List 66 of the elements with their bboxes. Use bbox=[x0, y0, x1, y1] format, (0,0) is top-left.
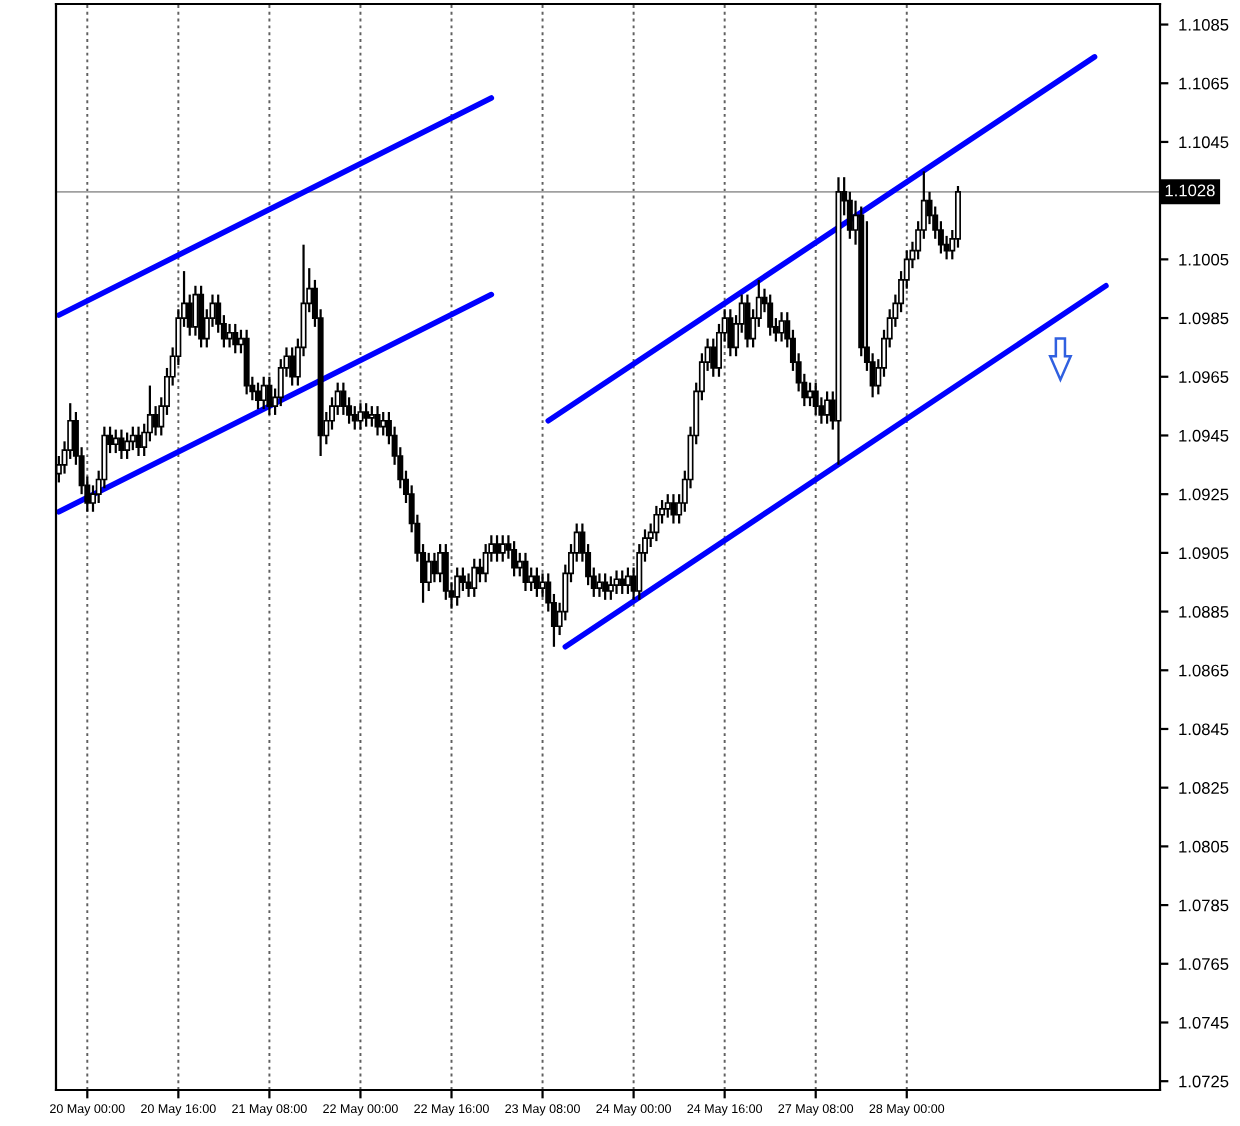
candlestick bbox=[255, 381, 262, 411]
candlestick bbox=[533, 566, 540, 599]
candlestick bbox=[511, 540, 518, 578]
candlestick bbox=[619, 569, 626, 596]
y-tick-label: 1.0805 bbox=[1179, 840, 1229, 853]
candlestick bbox=[437, 542, 444, 584]
candlestick bbox=[363, 402, 370, 428]
candlestick bbox=[351, 405, 358, 431]
candlestick bbox=[454, 566, 461, 607]
candlestick bbox=[824, 390, 831, 425]
candlestick bbox=[459, 566, 466, 593]
candlestick bbox=[380, 410, 387, 437]
candlestick bbox=[482, 542, 489, 584]
candlestick bbox=[442, 542, 449, 601]
y-tick-label: 1.0745 bbox=[1179, 1016, 1229, 1029]
y-tick-label: 1.1005 bbox=[1179, 253, 1229, 266]
candlestick bbox=[471, 557, 478, 599]
y-tick-label: 1.0885 bbox=[1179, 605, 1229, 618]
candlestick bbox=[727, 308, 734, 358]
candlestick bbox=[744, 293, 751, 349]
candlestick bbox=[664, 493, 671, 519]
candlestick bbox=[807, 381, 814, 408]
candlestick bbox=[494, 534, 501, 563]
candlestick bbox=[340, 381, 347, 417]
y-tick-label: 1.0965 bbox=[1179, 371, 1229, 383]
candlestick bbox=[232, 322, 239, 355]
candlestick bbox=[198, 284, 205, 349]
candlestick bbox=[670, 493, 677, 525]
candlestick bbox=[266, 375, 273, 417]
ref-line-label: 1.1028 bbox=[1165, 184, 1215, 197]
candlestick bbox=[289, 346, 296, 387]
y-tick-label: 1.0925 bbox=[1179, 488, 1229, 501]
candlestick bbox=[118, 428, 125, 461]
candlestick bbox=[374, 405, 381, 437]
candlestick bbox=[710, 337, 717, 378]
y-tick-label: 1.0905 bbox=[1179, 547, 1229, 560]
y-tick-label: 1.0825 bbox=[1179, 782, 1229, 794]
candlestick bbox=[653, 504, 660, 543]
candlestick bbox=[624, 566, 631, 596]
y-tick-label: 1.0845 bbox=[1179, 723, 1229, 736]
candlestick bbox=[499, 534, 506, 563]
y-tick-label: 1.0725 bbox=[1179, 1075, 1229, 1088]
candlestick bbox=[522, 551, 529, 593]
candlestick bbox=[124, 431, 131, 461]
candlestick bbox=[357, 402, 364, 431]
candlestick bbox=[778, 311, 785, 343]
candlestick bbox=[767, 293, 774, 337]
y-tick-label: 1.0945 bbox=[1179, 429, 1229, 442]
candlestick bbox=[368, 405, 375, 428]
candlestick bbox=[476, 557, 483, 584]
y-tick-label: 1.1065 bbox=[1179, 77, 1229, 90]
candlestick bbox=[812, 381, 819, 417]
candlestick bbox=[613, 569, 620, 596]
y-tick-label: 1.0785 bbox=[1179, 899, 1229, 912]
candlestick bbox=[596, 572, 603, 599]
candlestick bbox=[425, 551, 432, 593]
y-tick-label: 1.0985 bbox=[1179, 312, 1229, 325]
candlestick bbox=[243, 328, 250, 396]
candlestick bbox=[431, 551, 438, 584]
y-tick-label: 1.1045 bbox=[1179, 136, 1229, 149]
y-tick-label: 1.0865 bbox=[1179, 664, 1229, 677]
candlestick bbox=[129, 425, 136, 452]
y-tick-label: 1.0765 bbox=[1179, 958, 1229, 970]
candlestick bbox=[607, 575, 614, 601]
candlestick bbox=[602, 572, 609, 601]
y-tick-label: 1.1085 bbox=[1179, 18, 1229, 31]
